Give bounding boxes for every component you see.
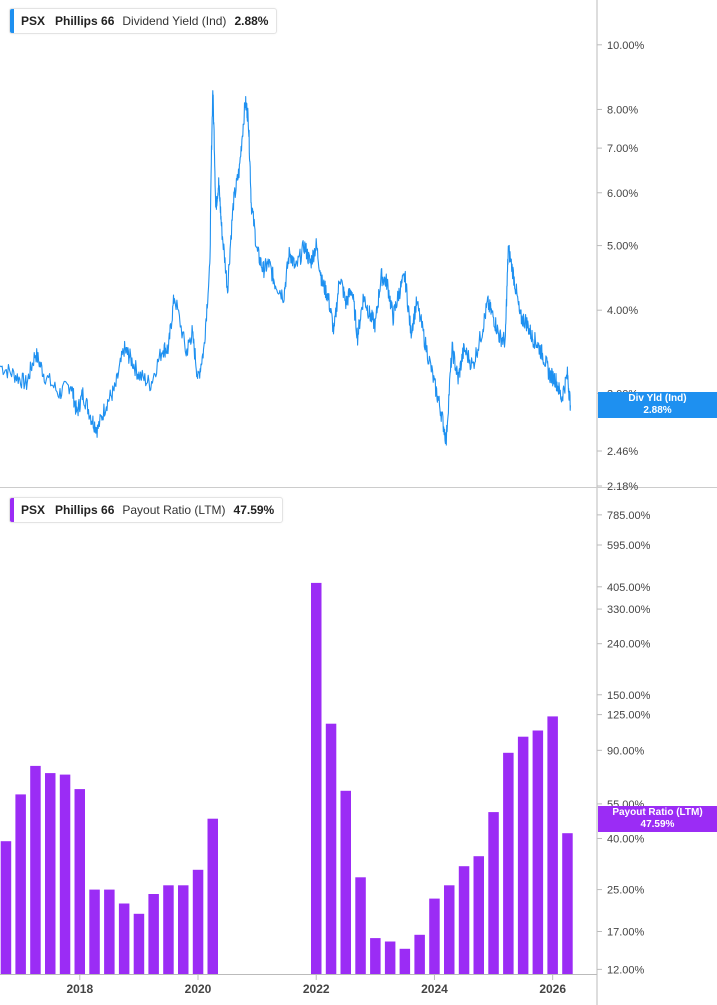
payout-ratio-value-flag: Payout Ratio (LTM) 47.59%	[598, 806, 717, 832]
payout-bar	[370, 938, 381, 974]
dividend-yield-legend: PSX Phillips 66 Dividend Yield (Ind) 2.8…	[9, 8, 278, 34]
payout-bar	[562, 833, 573, 974]
payout-bar	[340, 790, 351, 974]
payout-bar	[118, 903, 130, 974]
flag-label: Payout Ratio (LTM)	[612, 807, 703, 818]
legend-ticker: PSX	[21, 503, 46, 517]
payout-bar	[547, 716, 558, 974]
flag-value: 2.88%	[643, 405, 672, 416]
payout-bar	[355, 877, 366, 974]
x-tick-label: 2018	[66, 982, 93, 996]
payout-bar	[473, 856, 484, 974]
payout-bar	[444, 885, 455, 974]
payout-bar	[429, 898, 440, 974]
payout-bar	[488, 812, 499, 974]
legend-ticker: PSX	[21, 14, 46, 28]
y-tick-label: 17.00%	[607, 927, 645, 939]
legend-value: 47.59%	[233, 503, 275, 517]
legend-value: 2.88%	[234, 14, 269, 28]
payout-bar	[207, 818, 218, 974]
payout-bar	[414, 934, 425, 974]
y-tick-label: 12.00%	[607, 964, 645, 976]
y-tick-label: 405.00%	[607, 582, 651, 594]
payout-bar	[399, 948, 411, 974]
payout-bar	[325, 723, 337, 974]
y-tick-label: 595.00%	[607, 540, 651, 552]
y-tick-label: 785.00%	[607, 510, 651, 522]
payout-bar	[30, 765, 41, 974]
legend-company-name: Phillips 66	[55, 503, 115, 517]
payout-bar	[163, 885, 174, 974]
flag-value: 47.59%	[640, 819, 675, 830]
legend-company-name: Phillips 66	[55, 14, 115, 28]
payout-bar	[74, 789, 85, 974]
payout-bar	[148, 894, 159, 974]
payout-bar	[178, 885, 189, 974]
flag-label: Div Yld (Ind)	[628, 393, 687, 404]
y-tick-label: 330.00%	[607, 604, 651, 616]
payout-bar	[532, 730, 544, 974]
y-tick-label: 8.00%	[607, 104, 638, 116]
payout-bar	[59, 774, 71, 974]
payout-bar	[133, 913, 145, 974]
payout-bar	[517, 736, 529, 974]
yield-color-swatch	[10, 9, 14, 33]
y-tick-label: 2.18%	[607, 481, 638, 493]
y-tick-label: 7.00%	[607, 143, 638, 155]
y-tick-label: 240.00%	[607, 639, 651, 651]
payout-bar	[384, 941, 396, 974]
payout-ratio-legend: PSX Phillips 66 Payout Ratio (LTM) 47.59…	[9, 497, 284, 523]
x-tick-label: 2020	[185, 982, 212, 996]
legend-metric: Payout Ratio (LTM)	[122, 503, 226, 517]
payout-color-swatch	[10, 498, 14, 522]
payout-bar	[0, 841, 12, 974]
y-tick-label: 125.00%	[607, 710, 651, 722]
payout-bar	[45, 773, 56, 974]
payout-bar	[104, 889, 115, 974]
payout-bar	[192, 869, 204, 974]
payout-bar	[15, 794, 26, 974]
y-tick-label: 6.00%	[607, 188, 638, 200]
dividend-yield-line	[0, 90, 571, 446]
y-tick-label: 90.00%	[607, 745, 645, 757]
payout-bar	[89, 889, 100, 974]
x-tick-label: 2024	[421, 982, 448, 996]
legend-metric: Dividend Yield (Ind)	[122, 14, 227, 28]
y-tick-label: 5.00%	[607, 241, 638, 253]
y-tick-label: 40.00%	[607, 833, 645, 845]
y-tick-label: 150.00%	[607, 690, 651, 702]
dividend-yield-value-flag: Div Yld (Ind) 2.88%	[598, 392, 717, 418]
x-tick-label: 2022	[303, 982, 330, 996]
y-tick-label: 4.00%	[607, 305, 638, 317]
payout-bar	[503, 752, 514, 974]
y-tick-label: 2.46%	[607, 446, 638, 458]
x-tick-label: 2026	[539, 982, 566, 996]
y-tick-label: 10.00%	[607, 40, 645, 52]
y-tick-label: 25.00%	[607, 885, 645, 897]
payout-bar	[458, 866, 470, 974]
payout-bar	[311, 582, 322, 974]
